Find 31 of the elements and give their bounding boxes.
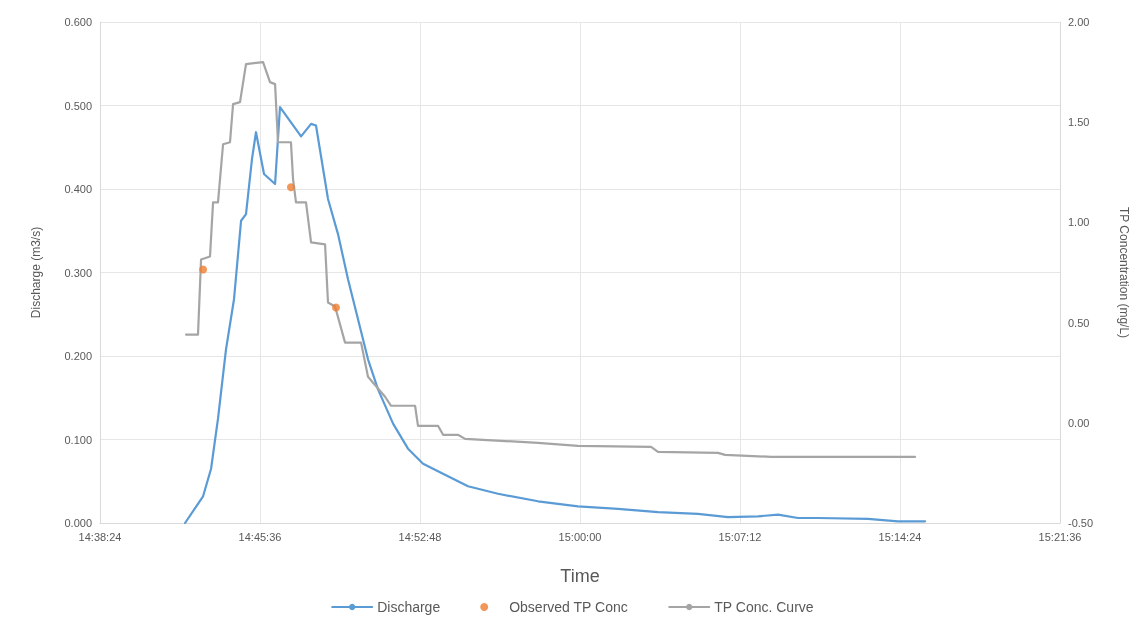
y2-tick-label: 0.00 <box>1068 416 1090 429</box>
x-tick-label: 14:38:24 <box>78 530 122 543</box>
y-tick-label: 0.100 <box>64 433 92 446</box>
legend-label: Observed TP Conc <box>509 599 628 615</box>
y2-tick-label: 2.00 <box>1068 16 1090 28</box>
legend-label: TP Conc. Curve <box>714 599 814 615</box>
y2-tick-label: 1.50 <box>1068 116 1090 129</box>
point <box>332 303 340 312</box>
y2-axis-title: TP Concentration (mg/L) <box>1117 206 1131 339</box>
x-tick-label: 15:21:36 <box>1038 530 1082 543</box>
x-tick-label: 15:14:24 <box>878 530 922 543</box>
y-tick-label: 0.400 <box>64 183 92 195</box>
line-series <box>184 60 917 458</box>
y-tick-label: 0.200 <box>64 350 92 362</box>
point <box>199 265 208 274</box>
line-series <box>183 106 927 525</box>
y-tick-label: 0.600 <box>64 16 92 28</box>
y2-tick-label: 1.00 <box>1068 216 1090 229</box>
x-tick-label: 14:52:48 <box>398 530 442 543</box>
x-tick-label: 14:45:36 <box>238 530 282 543</box>
x-tick-label: 15:07:12 <box>718 530 762 543</box>
y-tick-label: 0.000 <box>64 517 92 529</box>
y2-tick-label: 0.50 <box>1068 316 1090 329</box>
point <box>286 183 295 192</box>
x-tick-label: 15:00:00 <box>558 530 602 543</box>
x-axis-title: Time <box>560 566 600 586</box>
legend-label: Discharge <box>377 599 441 615</box>
y-axis-title: Discharge (m3/s) <box>29 226 43 319</box>
y-tick-label: 0.300 <box>64 266 92 279</box>
y2-tick-label: -0.50 <box>1068 517 1094 529</box>
y-tick-label: 0.500 <box>64 99 92 112</box>
